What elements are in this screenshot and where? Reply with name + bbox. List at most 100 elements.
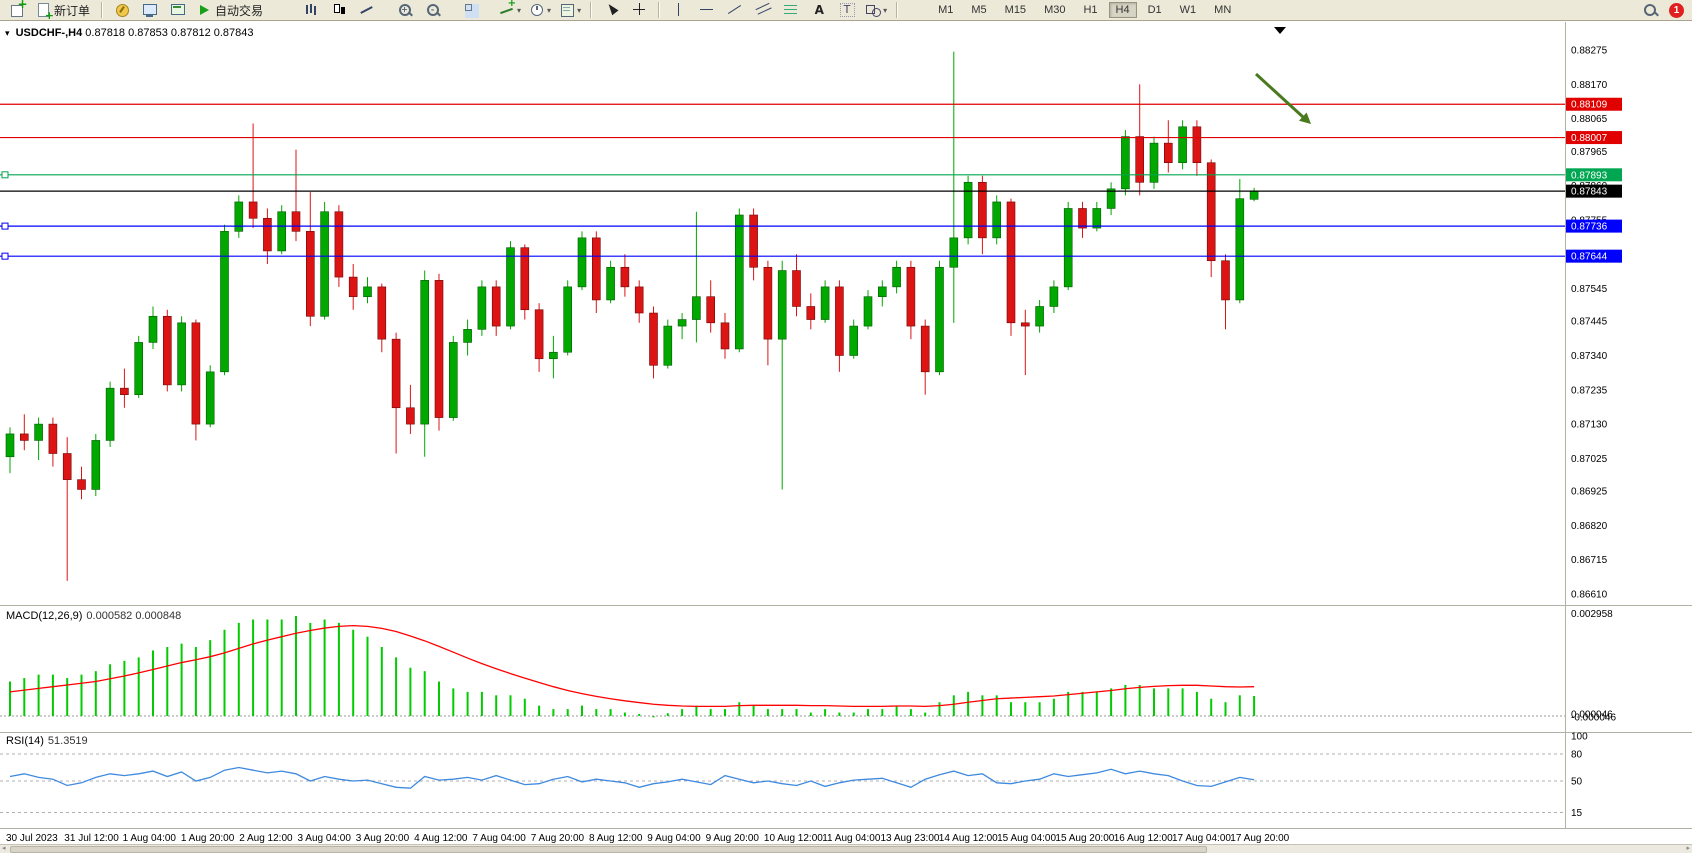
arrow-annotation[interactable] [1254,72,1305,119]
cursor-icon [603,2,620,18]
support-line-blue-upper-handle[interactable] [1,222,9,230]
timeframe-button-w1[interactable]: W1 [1179,4,1197,16]
candle-body [1020,322,1030,327]
candle-body [105,387,115,441]
line-chart-type-icon [359,2,376,18]
candle-body [220,231,229,373]
cursor-icon[interactable] [598,0,624,20]
price-axis-label: 0.87445 [1571,317,1608,328]
auto-trading-button [196,2,213,18]
toolbar-separator [590,2,593,18]
market-watch-icon [170,2,187,18]
equidistant-channel-icon[interactable] [750,0,776,20]
fibonacci-icon[interactable] [778,0,804,20]
timeframe-button-m5[interactable]: M5 [971,4,987,16]
date-axis-label: 2 Aug 12:00 [239,833,293,844]
candle-body [978,182,987,239]
shapes-icon [865,2,882,18]
date-axis-label: 10 Aug 12:00 [764,833,823,844]
macd-name: MACD(12,26,9) [6,610,83,622]
crosshair-icon[interactable] [626,0,652,20]
candle-body [377,286,387,340]
zoom-in-icon[interactable] [392,0,418,20]
scroll-left-arrow-icon[interactable]: ◂ [2,845,6,852]
timeframe-button-d1[interactable]: D1 [1147,4,1162,16]
bar-chart-type-icon[interactable] [298,0,324,20]
candle-body [134,342,143,395]
date-axis-label: 3 Aug 04:00 [298,833,352,844]
indicators-icon[interactable]: ▾ [496,0,524,20]
templates-icon[interactable]: ▾ [556,0,584,20]
chart-area: 0.882750.881700.880650.879650.878600.877… [0,22,1692,853]
shapes-icon[interactable]: ▾ [862,0,890,20]
date-axis-label: 4 Aug 12:00 [414,833,468,844]
text-icon[interactable] [806,0,832,20]
favorites-icon[interactable] [109,0,135,20]
candle-body [420,280,430,425]
text-label-icon[interactable] [834,0,860,20]
fibonacci-icon [783,2,800,18]
date-axis-label: 30 Jul 2023 [6,833,58,844]
support-line-blue-lower-handle[interactable] [1,252,9,260]
timeframe-button-h4[interactable]: H4 [1108,2,1137,18]
candle-body [906,266,916,327]
candle-body [663,325,673,366]
candle-body [163,315,172,386]
candle-body [563,286,573,353]
profile-icon [142,2,159,18]
text-label-icon [839,2,856,18]
support-line-green-handle[interactable] [1,171,9,179]
candle-body [720,322,730,350]
candle-body [1135,136,1144,183]
candle-body [48,423,58,454]
trendline-icon[interactable] [722,0,748,20]
arrow-annotation-head [1299,112,1311,124]
new-chart-icon [9,0,28,18]
market-watch-icon[interactable] [165,0,191,20]
candle-body [534,309,544,360]
collapse-triangle-icon[interactable]: ▾ [5,28,10,38]
profile-icon[interactable] [137,0,163,20]
tile-windows-icon[interactable] [458,0,484,20]
date-axis-label: 17 Aug 04:00 [1172,833,1231,844]
chart-canvas[interactable]: 0.882750.881700.880650.879650.878600.877… [0,22,1692,852]
candle-body [277,211,287,252]
periods-icon[interactable]: ▾ [526,0,554,20]
new-chart-icon[interactable] [4,0,30,20]
search-button[interactable] [1637,0,1663,20]
timeframe-button-m30[interactable]: M30 [1044,4,1066,16]
timeframe-button-mn[interactable]: MN [1214,4,1232,16]
candle-body [5,433,15,458]
timeframe-button-h1[interactable]: H1 [1083,4,1098,16]
line-chart-type-icon[interactable] [354,0,380,20]
auto-trading-button[interactable]: 自动交易 [193,0,268,20]
vertical-line-icon[interactable] [666,0,692,20]
timeframe-button-m15[interactable]: M15 [1004,4,1027,16]
dropdown-arrow-icon: ▾ [547,5,552,15]
chart-object-marker[interactable] [1274,27,1286,34]
candle-body [248,201,258,219]
candlestick-chart-type-icon[interactable] [326,0,352,20]
candle-body [1092,208,1102,229]
date-axis-label: 7 Aug 04:00 [472,833,526,844]
candle-body [1206,162,1216,262]
dropdown-arrow-icon: ▾ [883,5,888,15]
zoom-out-icon[interactable] [420,0,446,20]
notification-badge[interactable]: 1 [1669,2,1684,18]
ohlc-values: 0.87818 0.87853 0.87812 0.87843 [85,27,254,39]
current-price-line-price-text: 0.87843 [1571,187,1608,198]
price-axis-label: 0.86715 [1571,555,1608,566]
timeframe-button-m1[interactable]: M1 [938,4,954,16]
rsi-axis-label: 80 [1571,750,1583,761]
price-axis-label: 0.88275 [1571,46,1608,57]
date-axis-label: 7 Aug 20:00 [531,833,585,844]
new-order-button[interactable]: 新订单 [32,0,95,21]
horizontal-line-icon[interactable] [694,0,720,20]
candle-body [591,237,601,301]
tile-windows-icon [463,2,480,18]
candle-body [835,286,844,356]
support-line-blue-lower-price-tag [1566,249,1622,263]
resistance-line-lower-price-tag [1566,131,1622,145]
candle-body [1063,208,1073,288]
scroll-right-arrow-icon[interactable]: ▸ [1686,845,1690,852]
